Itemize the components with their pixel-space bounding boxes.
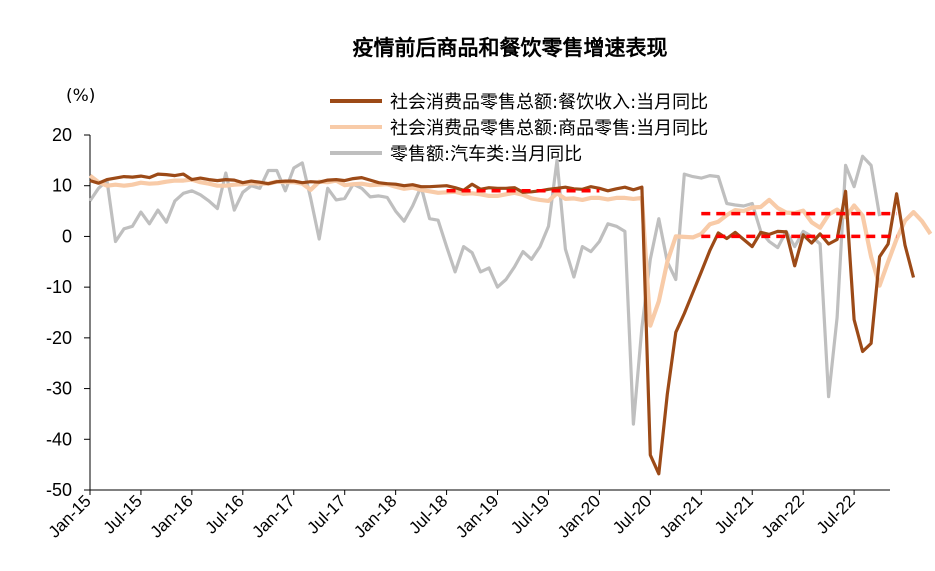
y-tick-label: 10 [52,176,72,196]
legend-swatch-goods [330,125,382,129]
series-line-auto [88,154,882,426]
x-tick-label: Jan-22 [758,491,808,541]
chart-title: 疫情前后商品和餐饮零售增速表现 [352,36,668,60]
series-line-goods [88,173,933,328]
y-tick-label: 20 [52,125,72,145]
x-tick-label: Jul-20 [609,491,655,537]
y-tick-label: -20 [46,328,72,348]
legend-label-auto: 零售额:汽车类:当月同比 [390,144,583,165]
x-tick-label: Jan-21 [656,491,706,541]
x-tick-label: Jul-22 [813,491,859,537]
x-tick-label: Jul-19 [507,491,553,537]
x-tick-label: Jul-16 [201,491,247,537]
legend-label-goods: 社会消费品零售总额:商品零售:当月同比 [390,118,709,139]
y-tick-label: -40 [46,429,72,449]
legend-swatch-dining [330,99,382,103]
y-tick-label: -10 [46,277,72,297]
x-tick-label: Jul-17 [303,491,349,537]
x-tick-label: Jan-19 [452,491,502,541]
legend-swatch-auto [330,151,382,155]
y-tick-label: -50 [46,480,72,500]
y-tick-label: -30 [46,379,72,399]
legend-label-dining: 社会消费品零售总额:餐饮收入:当月同比 [390,92,709,113]
x-tick-label: Jan-18 [350,491,400,541]
x-tick-label: Jan-16 [147,491,197,541]
x-tick-label: Jan-17 [248,491,298,541]
y-tick-label: 0 [62,226,72,246]
x-tick-label: Jul-18 [405,491,451,537]
x-tick-label: Jul-21 [711,491,757,537]
series-line-dining [89,172,916,476]
x-tick-label: Jan-20 [554,491,604,541]
x-tick-label: Jul-15 [100,491,146,537]
y-axis-unit: (%) [66,86,96,106]
